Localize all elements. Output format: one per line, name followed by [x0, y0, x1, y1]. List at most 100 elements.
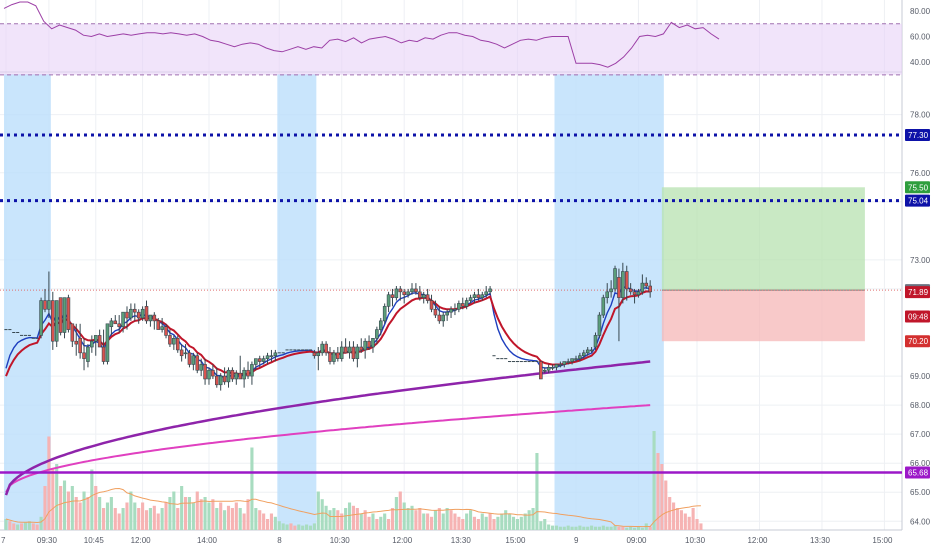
target-tag-bg [905, 181, 930, 194]
ma-pink-line [5, 404, 651, 493]
volume-bar-87 [344, 508, 348, 530]
volume-bar-34 [137, 508, 141, 530]
volume-bar-172 [675, 508, 680, 530]
volume-bar-144 [566, 525, 570, 530]
indicator-lines [4, 286, 701, 528]
candle-9 [39, 300, 43, 336]
volume-bar-64 [254, 508, 258, 530]
candle-85 [336, 352, 340, 359]
candle-21 [86, 346, 90, 362]
candle-39 [156, 320, 161, 330]
candle-157 [617, 277, 621, 298]
volume-bar-114 [449, 510, 453, 530]
volume-bar-71 [281, 523, 285, 530]
candle-43 [172, 338, 176, 345]
candle-58 [230, 369, 235, 380]
volume-bar-41 [164, 502, 168, 530]
volume-bar-138 [543, 519, 547, 530]
candle-118 [464, 300, 469, 307]
candle-15 [62, 297, 67, 333]
rsi-tick-label: 60.00 [910, 33, 931, 42]
time-tick-label: 15:00 [872, 536, 893, 545]
candle-11 [47, 300, 51, 310]
candle-24 [97, 335, 102, 348]
candle-67 [265, 355, 270, 359]
candle-106 [418, 291, 422, 298]
volume-bar-44 [176, 508, 180, 530]
volume-bar-35 [141, 502, 145, 530]
candle-139 [546, 367, 551, 371]
stop-zone[interactable] [661, 290, 865, 342]
price-tick-label: 76.00 [910, 169, 931, 178]
volume-bar-38 [152, 505, 156, 530]
volume-bar-29 [117, 513, 121, 530]
candle-115 [453, 308, 457, 311]
candle-16 [66, 297, 71, 330]
candle-102 [402, 291, 406, 296]
volume-bar-86 [340, 513, 344, 530]
volume-bar-142 [558, 526, 562, 530]
candle-99 [390, 294, 395, 298]
volume-bar-24 [98, 497, 102, 530]
volume-bar-8 [35, 524, 39, 530]
volume-bar-128 [504, 510, 508, 530]
candle-162 [636, 291, 641, 296]
candle-105 [414, 288, 418, 293]
volume-bar-7 [31, 523, 35, 530]
candle-88 [347, 346, 352, 354]
volume-bar-155 [609, 526, 613, 530]
candle-53 [211, 369, 215, 377]
time-tick-label: 12:00 [131, 536, 152, 545]
candle-160 [628, 288, 633, 293]
session-band-1 [277, 74, 317, 530]
candle-81 [320, 343, 324, 354]
candle-94 [371, 338, 375, 348]
candle-62 [246, 369, 250, 377]
volume-bar-135 [531, 508, 535, 530]
volume-bar-16 [66, 491, 70, 530]
volume-bar-161 [632, 527, 637, 530]
volume-bar-102 [402, 502, 406, 530]
volume-bar-152 [597, 526, 601, 530]
candle-14 [58, 297, 63, 333]
volume-bar-151 [593, 526, 598, 530]
volume-bar-66 [262, 513, 266, 530]
horizontal-levels[interactable] [0, 133, 902, 474]
volume-bar-110 [433, 510, 437, 530]
candle-57 [226, 369, 231, 383]
rsi-line [3, 1, 720, 68]
time-tick-label: 7 [1, 536, 6, 545]
candle-38 [152, 314, 157, 322]
volume-bar-43 [172, 491, 176, 530]
volume-bar-159 [625, 527, 629, 530]
candle-83 [328, 352, 332, 362]
volume-bar-131 [515, 519, 519, 530]
candle-151 [593, 335, 598, 348]
volume-bar-125 [492, 519, 496, 530]
volume-bar-10 [43, 486, 47, 530]
volume-bar-88 [347, 502, 352, 530]
candle-20 [82, 352, 86, 359]
candle-143 [562, 361, 567, 365]
volume-bar-28 [113, 508, 117, 530]
target-zone[interactable] [661, 187, 865, 291]
volume-bar-52 [207, 502, 211, 530]
candle-35 [140, 308, 145, 319]
candle-138 [542, 369, 547, 372]
volume-bar-170 [668, 497, 672, 530]
volume-bar-49 [195, 491, 199, 530]
candle-145 [570, 358, 574, 362]
price-tick-label: 68.00 [910, 401, 931, 410]
candle-101 [398, 288, 403, 293]
candle-54 [215, 375, 219, 386]
volume-bar-48 [191, 502, 195, 530]
session-band-0 [4, 74, 51, 530]
volume-bar-63 [250, 447, 254, 530]
candle-23 [93, 335, 98, 342]
volume-bar-147 [578, 525, 582, 530]
volume-bar-31 [125, 502, 129, 530]
position-box[interactable] [661, 187, 865, 342]
candle-158 [621, 271, 625, 298]
volume-bar-173 [679, 510, 683, 530]
